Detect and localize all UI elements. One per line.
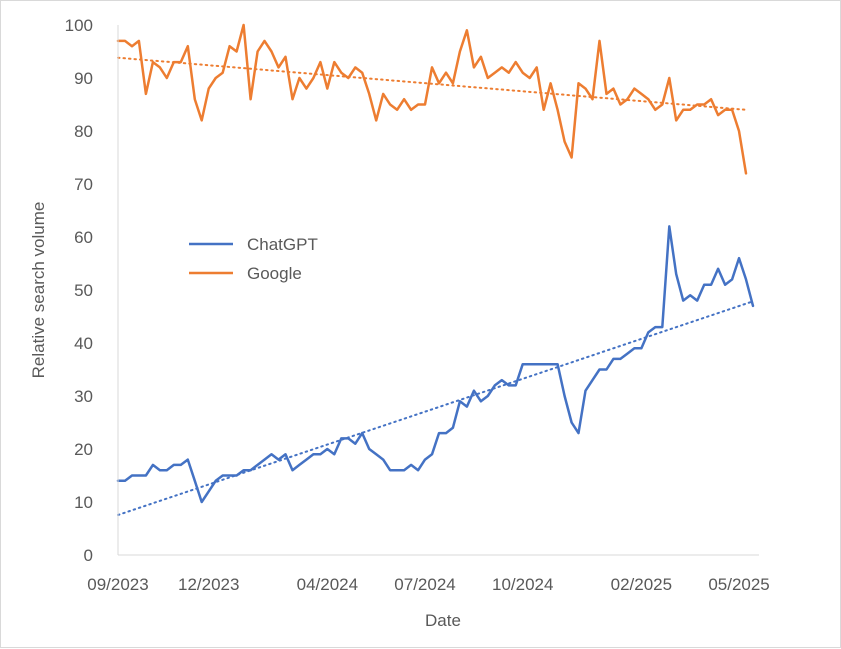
y-tick-label: 70 xyxy=(74,175,93,194)
y-tick-label: 0 xyxy=(84,546,93,565)
x-axis-title: Date xyxy=(425,611,461,630)
x-tick-label: 10/2024 xyxy=(492,575,553,594)
series-line-chatgpt xyxy=(116,225,755,504)
legend-label-google: Google xyxy=(247,264,302,283)
y-axis-title: Relative search volume xyxy=(29,202,48,379)
y-tick-label: 50 xyxy=(74,281,93,300)
series-line-google xyxy=(116,23,748,175)
x-axis-ticks: 09/2023 12/2023 04/2024 07/2024 10/2024 02/20… xyxy=(87,575,769,594)
y-tick-label: 10 xyxy=(74,493,93,512)
x-tick-label: 05/2025 xyxy=(708,575,769,594)
x-tick-label: 07/2024 xyxy=(394,575,455,594)
y-tick-label: 30 xyxy=(74,387,93,406)
legend-label-chatgpt: ChatGPT xyxy=(247,235,318,254)
plot-area xyxy=(116,23,755,516)
y-tick-label: 20 xyxy=(74,440,93,459)
trendline-chatgpt xyxy=(117,300,754,516)
x-tick-label: 02/2025 xyxy=(611,575,672,594)
y-tick-label: 100 xyxy=(65,16,93,35)
x-tick-label: 04/2024 xyxy=(297,575,358,594)
y-axis-ticks: 0 10 20 30 40 50 60 70 80 90 100 xyxy=(65,16,93,565)
y-tick-label: 90 xyxy=(74,69,93,88)
trendline-google xyxy=(117,56,748,111)
x-tick-label: 12/2023 xyxy=(178,575,239,594)
x-tick-label: 09/2023 xyxy=(87,575,148,594)
y-tick-label: 40 xyxy=(74,334,93,353)
legend: ChatGPT Google xyxy=(189,235,318,283)
y-tick-label: 60 xyxy=(74,228,93,247)
y-tick-label: 80 xyxy=(74,122,93,141)
